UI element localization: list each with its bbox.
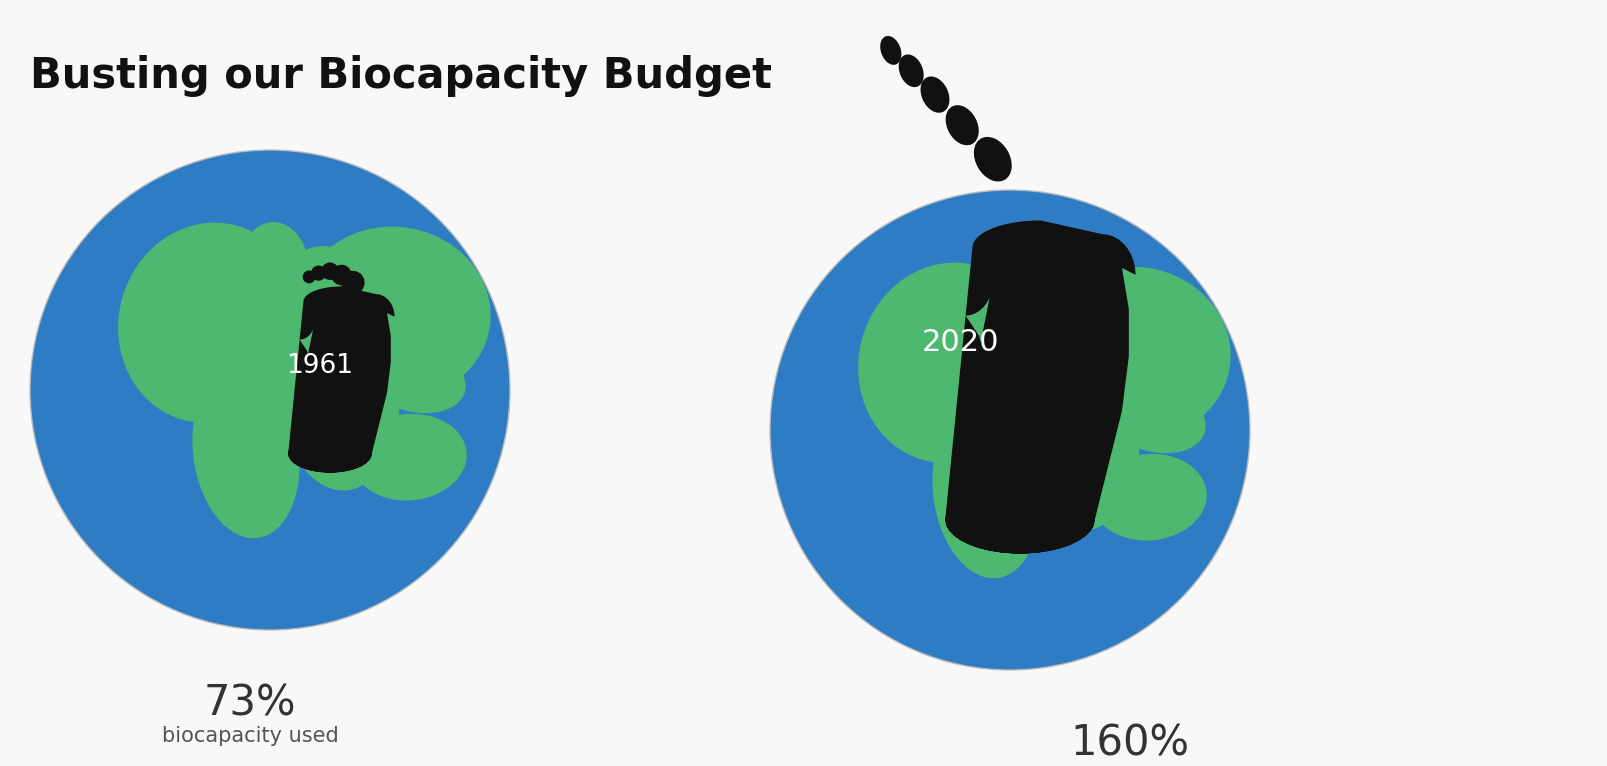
Text: 160%: 160% [1070,723,1189,765]
Ellipse shape [858,263,1041,463]
Ellipse shape [241,222,309,309]
Text: 1961: 1961 [286,353,354,379]
Ellipse shape [362,343,466,413]
Circle shape [770,190,1249,670]
Ellipse shape [299,227,490,400]
Circle shape [331,265,352,285]
Circle shape [302,270,315,283]
Ellipse shape [352,414,466,500]
Ellipse shape [193,366,299,538]
Ellipse shape [117,223,302,423]
Ellipse shape [1014,286,1110,391]
Ellipse shape [1014,320,1139,531]
Text: 73%: 73% [204,683,296,725]
Ellipse shape [275,280,400,490]
Text: Busting our Biocapacity Budget: Busting our Biocapacity Budget [31,55,771,97]
Ellipse shape [879,36,902,65]
Circle shape [321,263,339,280]
Ellipse shape [974,137,1011,182]
Ellipse shape [943,375,1003,461]
Ellipse shape [932,407,1040,578]
Ellipse shape [980,262,1048,349]
Ellipse shape [1101,383,1205,453]
Text: 2020: 2020 [921,329,998,357]
Text: biocapacity used: biocapacity used [162,726,337,746]
Ellipse shape [898,54,922,87]
Circle shape [310,266,326,280]
Ellipse shape [1038,267,1229,440]
Ellipse shape [1091,454,1205,541]
Ellipse shape [945,105,979,146]
Ellipse shape [919,77,948,113]
Ellipse shape [275,246,371,352]
Circle shape [341,271,365,294]
Circle shape [31,150,509,630]
Ellipse shape [204,336,264,421]
Polygon shape [288,286,394,473]
Polygon shape [945,221,1135,554]
